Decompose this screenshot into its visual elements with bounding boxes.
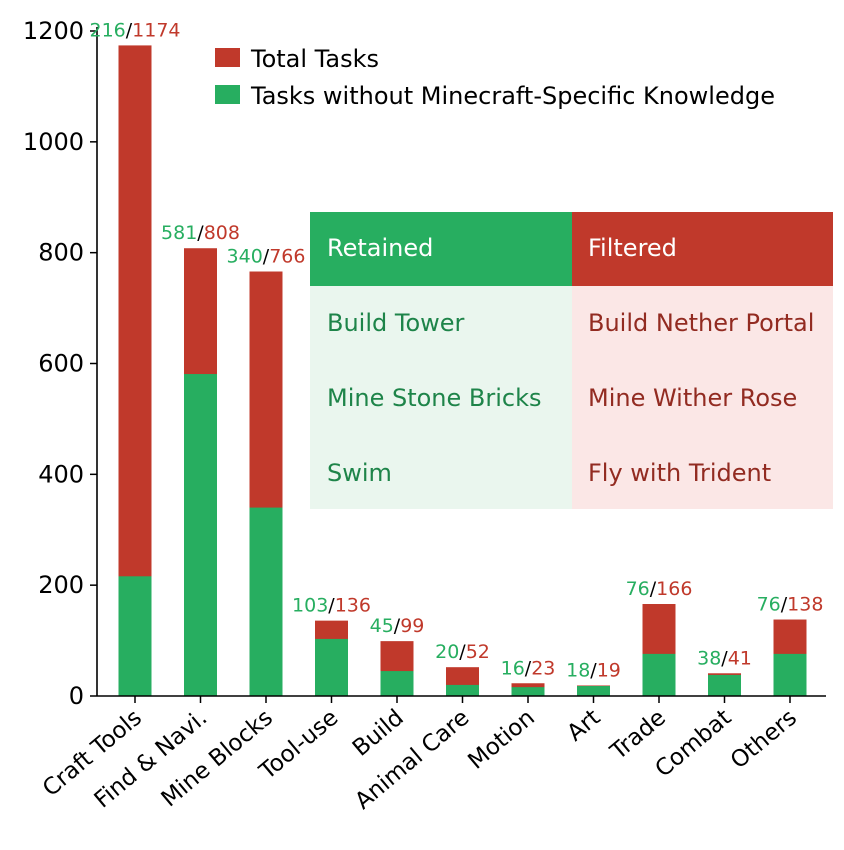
data-label: 16/23: [501, 657, 556, 679]
data-label-without: 16: [501, 657, 525, 679]
y-tick-label: 400: [38, 460, 84, 488]
data-label-total: 808: [204, 222, 240, 244]
table-header-retained-bg: [310, 212, 572, 286]
data-label-slash: /: [197, 222, 204, 244]
x-tick-label: Mine Blocks: [157, 705, 278, 813]
example-table: Retained Filtered Build Tower Build Nether …: [310, 212, 833, 509]
data-label: 20/52: [435, 641, 490, 663]
table-cell-filtered: Fly with Trident: [588, 459, 771, 487]
table-header-retained: Retained: [327, 234, 433, 262]
data-label: 340/766: [227, 246, 306, 268]
data-label: 216/1174: [89, 19, 180, 41]
table-cell-filtered: Build Nether Portal: [588, 309, 814, 337]
bar-without: [511, 687, 545, 696]
data-label-slash: /: [721, 647, 728, 669]
data-label-without: 340: [227, 246, 263, 268]
legend-swatch-without: [215, 85, 240, 104]
y-tick-label: 200: [38, 571, 84, 599]
data-label-without: 18: [566, 659, 590, 681]
data-label-total: 52: [466, 641, 490, 663]
data-label-total: 136: [335, 595, 371, 617]
data-label-without: 76: [757, 594, 781, 616]
data-label-total: 166: [656, 578, 692, 600]
legend-label-total: Total Tasks: [250, 45, 379, 73]
bar-without: [577, 686, 610, 696]
data-label-total: 766: [269, 246, 305, 268]
table-body-filtered-bg: [572, 286, 833, 509]
data-label-slash: /: [590, 659, 597, 681]
y-tick-label: 1200: [23, 17, 84, 45]
table-cell-filtered: Mine Wither Rose: [588, 384, 797, 412]
bar-without: [249, 507, 283, 696]
bars-layer: [118, 45, 807, 697]
bar-without: [773, 653, 807, 696]
data-label-without: 45: [370, 615, 394, 637]
y-tick-label: 1000: [23, 128, 84, 156]
y-tick-label: 600: [38, 350, 84, 378]
data-labels-layer: 216/1174581/808340/766103/13645/9920/521…: [89, 19, 823, 681]
data-label-slash: /: [126, 19, 133, 41]
data-label-total: 1174: [132, 19, 180, 41]
table-cell-retained: Mine Stone Bricks: [327, 384, 542, 412]
bar-without: [184, 374, 217, 696]
table-cell-retained: Build Tower: [327, 309, 465, 337]
data-label-total: 23: [531, 657, 555, 679]
data-label-slash: /: [525, 657, 532, 679]
bar-without: [315, 638, 348, 696]
x-tick-label: Art: [562, 705, 605, 747]
y-tick-label: 0: [69, 682, 84, 710]
data-label: 18/19: [566, 659, 621, 681]
data-label-total: 19: [597, 659, 621, 681]
data-label-without: 76: [626, 578, 650, 600]
data-label-without: 216: [89, 19, 125, 41]
data-label-total: 138: [787, 594, 823, 616]
data-label-slash: /: [459, 641, 466, 663]
x-tick-label: Animal Care: [350, 705, 474, 815]
table-cell-retained: Swim: [327, 459, 392, 487]
table-header-filtered: Filtered: [588, 234, 677, 262]
data-label: 45/99: [370, 615, 425, 637]
data-label-without: 20: [435, 641, 459, 663]
data-label-without: 581: [161, 222, 197, 244]
data-label: 581/808: [161, 222, 240, 244]
legend-swatch-total: [215, 48, 240, 67]
data-label-slash: /: [650, 578, 657, 600]
table-header-filtered-bg: [572, 212, 833, 286]
bar-without: [118, 576, 152, 696]
data-label-slash: /: [781, 594, 788, 616]
data-label-slash: /: [263, 246, 270, 268]
bar-without: [380, 671, 414, 696]
x-tick-label: Others: [726, 705, 802, 775]
table-body-retained-bg: [310, 286, 572, 509]
bar-without: [446, 684, 479, 696]
data-label-without: 103: [292, 595, 328, 617]
x-tick-label: Find & Navi.: [90, 705, 213, 814]
legend: Total Tasks Tasks without Minecraft-Speci…: [215, 45, 775, 110]
data-label-total: 41: [728, 647, 752, 669]
data-label: 76/166: [626, 578, 693, 600]
data-label: 103/136: [292, 595, 371, 617]
data-label: 38/41: [697, 647, 752, 669]
y-tick-label: 800: [38, 239, 84, 267]
data-label-slash: /: [328, 595, 335, 617]
legend-label-without: Tasks without Minecraft-Specific Knowled…: [250, 82, 775, 110]
x-tick-label: Motion: [463, 705, 539, 775]
data-label-without: 38: [697, 647, 721, 669]
bar-without: [708, 674, 741, 696]
data-label-total: 99: [400, 615, 424, 637]
data-label-slash: /: [394, 615, 401, 637]
data-label: 76/138: [757, 594, 824, 616]
bar-without: [642, 653, 676, 696]
